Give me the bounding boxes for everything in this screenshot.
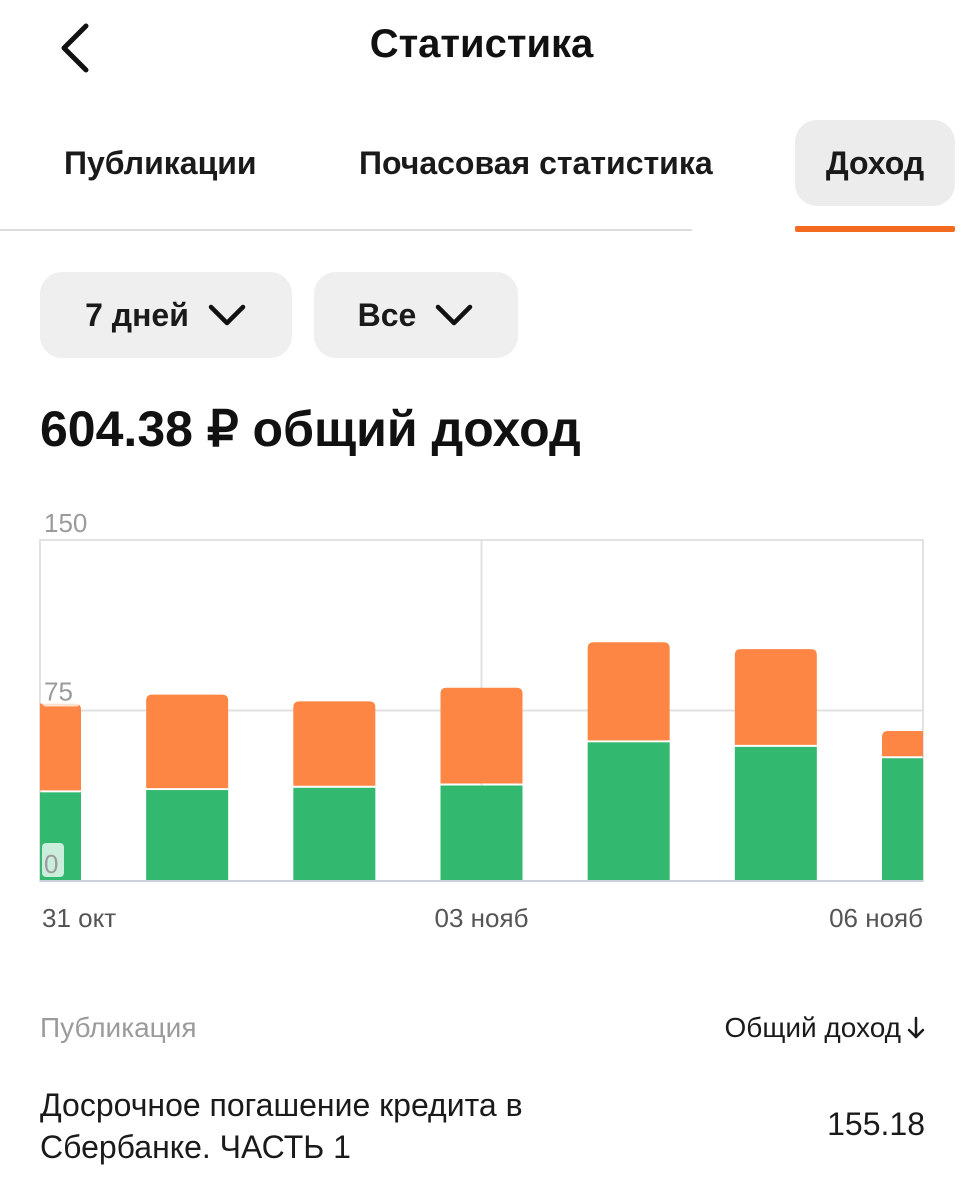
- bar-segment: [40, 792, 81, 881]
- bar-segment: [40, 703, 81, 791]
- column-header-publication: Публикация: [40, 1012, 197, 1043]
- page-title: Статистика: [369, 22, 594, 66]
- publication-title: Досрочное погашение кредита в Сбербанке.…: [40, 1087, 523, 1165]
- x-tick-label: 03 нояб: [435, 903, 529, 933]
- chevron-down-icon: [208, 304, 246, 326]
- back-button[interactable]: [40, 12, 112, 84]
- table-row[interactable]: Досрочное погашение кредита в Сбербанке.…: [0, 1080, 963, 1180]
- column-header-income-label: Общий доход: [724, 1012, 902, 1043]
- income-chart: 0 75 150 31 окт 03 нояб 06 нояб: [39, 508, 924, 933]
- column-header-income-sort[interactable]: Общий доход: [725, 1012, 928, 1044]
- x-tick-label: 06 нояб: [829, 903, 923, 933]
- active-tab-indicator: [795, 226, 955, 232]
- bar-segment: [882, 758, 923, 881]
- period-dropdown-label: 7 дней: [85, 296, 189, 333]
- bar-segment: [587, 742, 670, 881]
- bar-segment: [293, 701, 376, 786]
- chevron-down-icon: [436, 304, 473, 326]
- bars-group: [40, 642, 923, 881]
- bar-segment: [587, 642, 670, 741]
- bar-segment: [146, 694, 229, 789]
- tab-hourly-stats[interactable]: Почасовая статистика: [359, 144, 713, 181]
- y-tick-label: 75: [44, 677, 73, 707]
- bar-segment: [293, 787, 376, 881]
- type-dropdown[interactable]: Все: [314, 272, 518, 358]
- bar-segment: [734, 649, 817, 745]
- chevron-left-icon: [61, 23, 89, 73]
- bar-segment: [882, 730, 923, 757]
- tab-income[interactable]: Доход: [795, 120, 955, 206]
- x-tick-label: 31 окт: [42, 903, 116, 933]
- total-income: 604.38 ₽ общий доход: [40, 401, 581, 457]
- tab-publications[interactable]: Публикации: [64, 144, 257, 181]
- bar-segment: [440, 687, 523, 784]
- y-tick-label: 0: [44, 849, 58, 879]
- period-dropdown[interactable]: 7 дней: [40, 272, 292, 358]
- type-dropdown-label: Все: [357, 296, 417, 333]
- arrow-down-icon: [907, 1016, 925, 1039]
- publication-income: 155.18: [827, 1106, 925, 1142]
- bar-segment: [734, 746, 817, 881]
- y-tick-label-bg: [42, 676, 80, 707]
- bar-segment: [440, 785, 523, 881]
- y-tick-label: 150: [44, 508, 87, 538]
- y-tick-label-bg: [42, 843, 64, 877]
- tabs-divider: [0, 229, 692, 231]
- bar-segment: [146, 790, 229, 881]
